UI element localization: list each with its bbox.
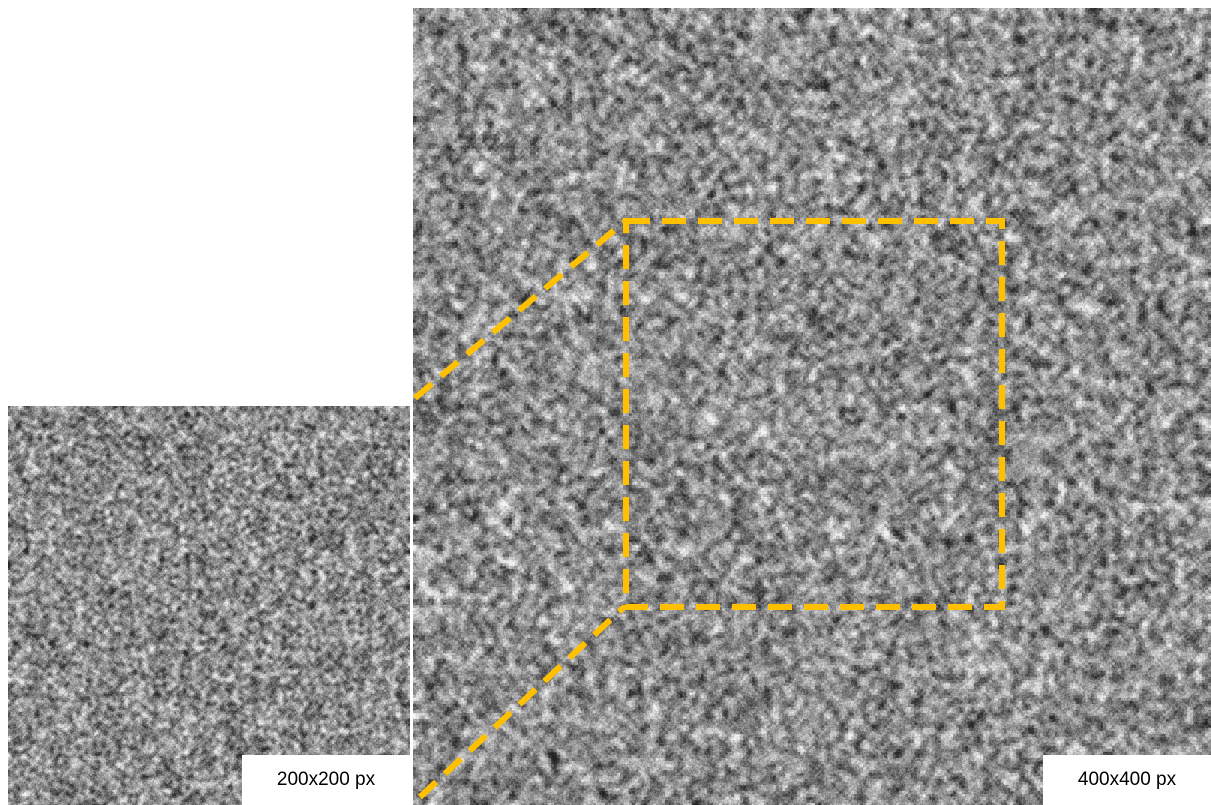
small-image-size-label: 200x200 px	[242, 755, 410, 805]
large-noise-canvas	[413, 8, 1211, 805]
large-noise-image	[413, 8, 1211, 805]
small-noise-canvas	[8, 406, 410, 805]
large-image-size-label: 400x400 px	[1043, 755, 1211, 805]
small-noise-image	[8, 406, 410, 805]
